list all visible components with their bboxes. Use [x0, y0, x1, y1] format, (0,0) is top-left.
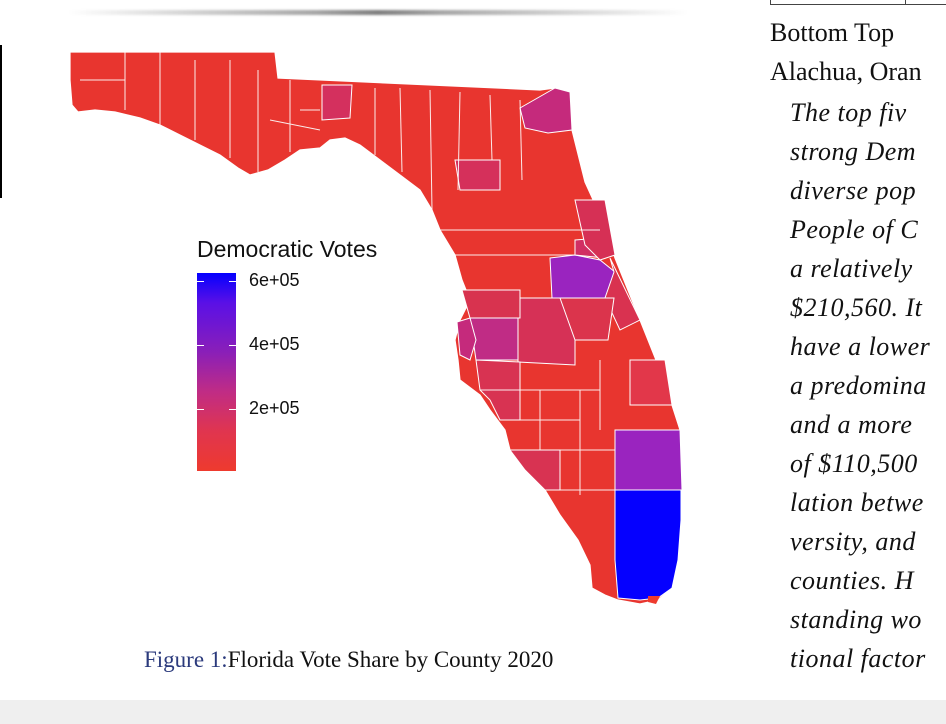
county-pinellas	[456, 317, 477, 361]
table-header-row: Bottom Top	[770, 18, 895, 47]
paragraph-line: tional factor	[790, 644, 926, 673]
county-hillsborough	[469, 317, 519, 361]
florida-choropleth-map	[69, 51, 683, 605]
legend-color-bar	[197, 273, 236, 471]
legend-tick-600k	[197, 281, 236, 282]
figure-caption-text: Florida Vote Share by County 2020	[227, 647, 554, 672]
paragraph-line: of $110,500	[790, 449, 918, 478]
paragraph-line: diverse pop	[790, 176, 917, 205]
county-boundaries	[80, 52, 615, 495]
paragraph-line: versity, and	[790, 527, 916, 556]
county-palm-beach	[614, 429, 683, 491]
legend-tick-label: 4e+05	[249, 334, 300, 354]
county-brevard	[604, 257, 641, 331]
legend-tick-200k	[197, 409, 236, 410]
county-monroe	[648, 596, 660, 604]
county-duval	[519, 87, 573, 134]
paragraph-line: strong Dem	[790, 137, 917, 166]
legend-title: Democratic Votes	[197, 236, 378, 262]
left-edge-line	[0, 45, 2, 198]
legend-tick-label: 2e+05	[249, 398, 300, 418]
florida-map-figure: Democratic Votes 6e+05 4e+05 2e+05	[69, 51, 683, 605]
legend-tick-label: 6e+05	[249, 270, 300, 290]
paragraph-line: a predomina	[790, 371, 927, 400]
paragraph-line: standing wo	[790, 605, 922, 634]
county-polk	[517, 297, 576, 366]
county-alachua	[454, 159, 501, 191]
paragraph-line: have a lower	[790, 332, 931, 361]
legend-tick-400k	[197, 345, 236, 346]
county-leon	[321, 84, 353, 121]
county-broward-miami-dade	[614, 489, 682, 601]
paragraph-line: a relatively	[790, 254, 913, 283]
paragraph-line: $210,560. It	[790, 293, 923, 322]
right-text-column: Bottom Top Alachua, Oran The top fiv str…	[770, 0, 946, 724]
county-pasco	[461, 289, 521, 319]
top-rule	[68, 10, 688, 15]
table-data-row: Alachua, Oran	[770, 57, 922, 86]
paragraph-line: counties. H	[790, 566, 914, 595]
paragraph-line: lation betwe	[790, 488, 924, 517]
figure-caption: Figure 1:Florida Vote Share by County 20…	[144, 647, 553, 673]
county-osceola	[559, 297, 615, 341]
paragraph-line: The top fiv	[790, 98, 907, 127]
county-lee	[509, 449, 561, 491]
figure-label-link[interactable]: Figure 1:	[144, 647, 228, 672]
paragraph-line: and a more	[790, 410, 913, 439]
paragraph-line: People of C	[790, 215, 919, 244]
table-border	[770, 0, 946, 5]
county-st-lucie-martin	[629, 359, 673, 406]
bottom-page-strip	[0, 700, 946, 724]
